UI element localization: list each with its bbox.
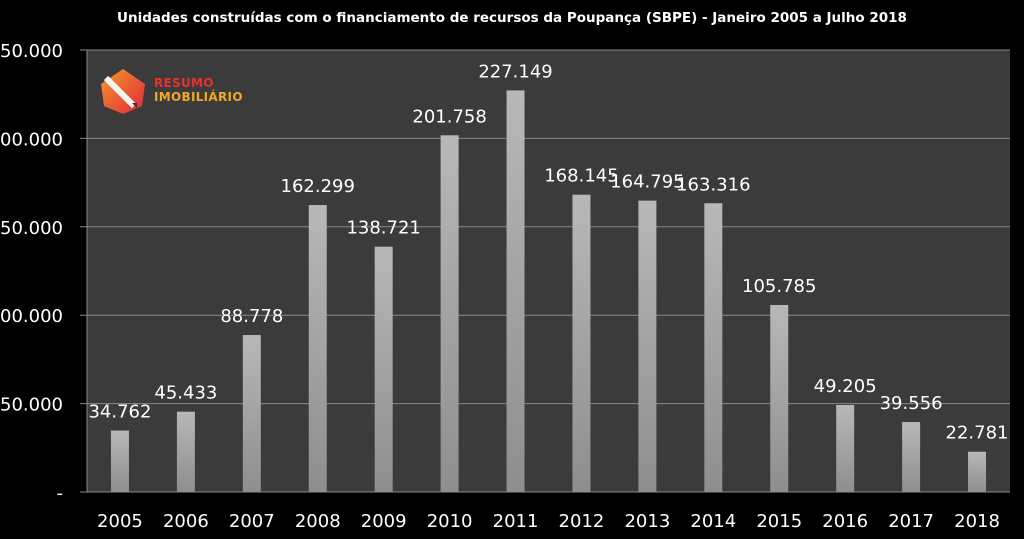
bar	[506, 90, 525, 492]
x-tick-label: 2008	[295, 511, 341, 532]
x-tick-label: 2006	[163, 511, 209, 532]
data-label: 138.721	[346, 218, 420, 239]
data-label: 45.433	[154, 383, 217, 404]
x-tick-label: 2012	[559, 511, 605, 532]
data-label: 163.316	[676, 174, 750, 195]
bar	[902, 422, 921, 492]
data-label: 162.299	[281, 176, 355, 197]
data-label: 34.762	[88, 402, 151, 423]
data-label: 39.556	[880, 393, 943, 414]
y-tick-label: 150.000	[0, 218, 63, 239]
bar	[836, 405, 855, 492]
data-label: 88.778	[220, 306, 283, 327]
bar	[242, 335, 261, 492]
bar	[572, 194, 591, 492]
x-tick-label: 2016	[822, 511, 868, 532]
plot-area	[87, 50, 1010, 492]
logo-line1: RESUMO	[154, 76, 214, 90]
data-label: 164.795	[610, 172, 684, 193]
data-label: 49.205	[814, 376, 877, 397]
x-tick-label: 2015	[756, 511, 802, 532]
x-tick-label: 2005	[97, 511, 143, 532]
data-label: 22.781	[946, 423, 1009, 444]
bar	[440, 135, 459, 492]
bar	[110, 430, 129, 492]
y-tick-label: -	[57, 483, 64, 504]
y-tick-label: 100.000	[0, 306, 63, 327]
x-tick-label: 2017	[888, 511, 934, 532]
data-label: 227.149	[478, 61, 552, 82]
house-pen-icon	[101, 69, 145, 114]
data-label: 201.758	[412, 106, 486, 127]
data-label: 105.785	[742, 276, 816, 297]
x-tick-label: 2011	[493, 511, 539, 532]
x-tick-label: 2009	[361, 511, 407, 532]
y-tick-label: 200.000	[0, 129, 63, 150]
bar	[770, 304, 789, 492]
x-tick-label: 2014	[690, 511, 736, 532]
x-tick-label: 2010	[427, 511, 473, 532]
bar	[308, 205, 327, 493]
x-tick-label: 2018	[954, 511, 1000, 532]
x-tick-label: 2007	[229, 511, 275, 532]
bar	[374, 246, 393, 492]
y-tick-label: 50.000	[0, 395, 63, 416]
y-tick-label: 250.000	[0, 41, 63, 62]
bar	[704, 203, 723, 492]
chart-title: Unidades construídas com o financiamento…	[117, 10, 907, 26]
logo-line2: IMOBILIÁRIO	[154, 90, 243, 104]
bar	[176, 411, 195, 492]
bar	[968, 451, 987, 492]
bar	[638, 200, 657, 492]
x-tick-label: 2013	[624, 511, 670, 532]
data-label: 168.145	[544, 166, 618, 187]
